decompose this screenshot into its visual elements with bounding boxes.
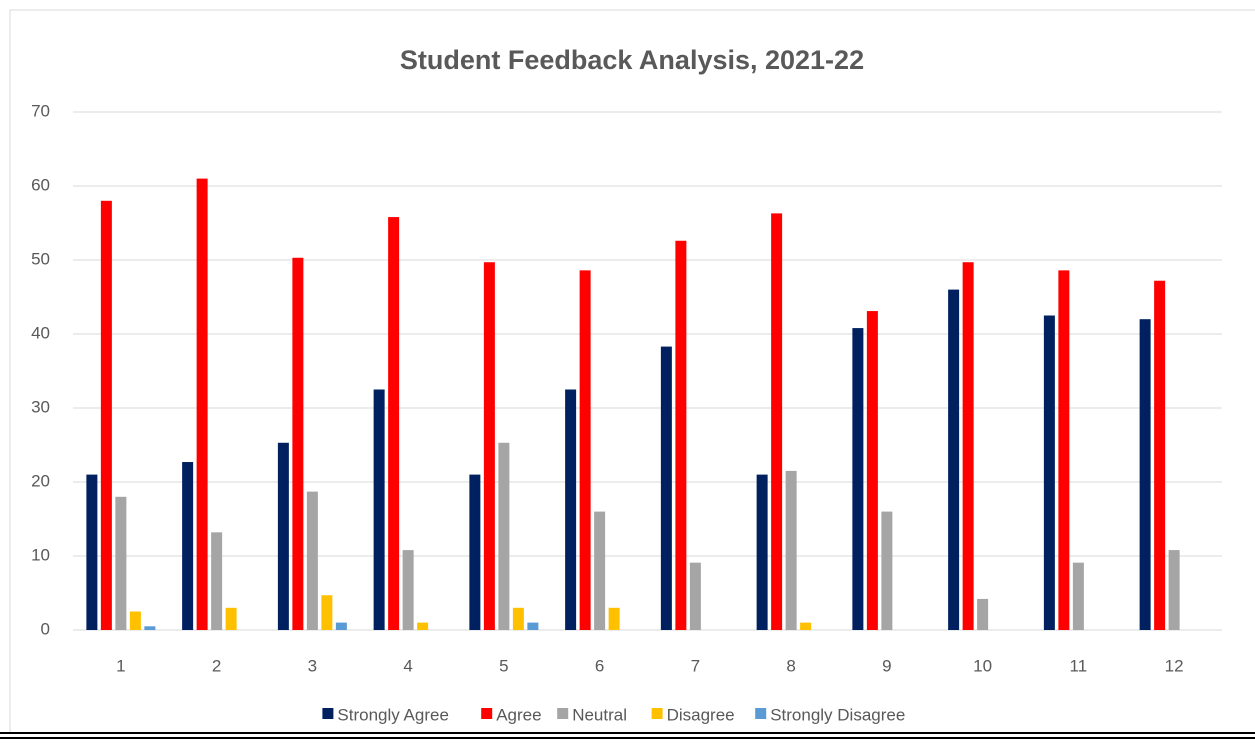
legend-swatch <box>557 708 569 719</box>
bar <box>608 607 620 630</box>
bar <box>196 178 208 630</box>
bar <box>785 470 797 630</box>
legend-label: Strongly Agree <box>337 705 449 724</box>
bar <box>1168 550 1180 630</box>
y-tick-label: 70 <box>31 101 50 120</box>
bar <box>594 511 606 630</box>
bar <box>115 496 127 630</box>
bar <box>388 217 400 630</box>
legend-label: Strongly Disagree <box>770 705 905 724</box>
bar <box>660 346 672 630</box>
y-tick-label: 40 <box>31 323 50 342</box>
y-tick-label: 0 <box>41 619 50 638</box>
y-tick-label: 20 <box>31 471 50 490</box>
legend-label: Neutral <box>572 705 627 724</box>
bar <box>579 270 591 630</box>
chart-title: Student Feedback Analysis, 2021-22 <box>400 45 864 75</box>
bar <box>144 626 156 630</box>
x-tick-label: 11 <box>1070 656 1088 675</box>
bar <box>675 240 687 630</box>
x-tick-label: 4 <box>403 656 412 675</box>
y-tick-label: 60 <box>31 175 50 194</box>
bar <box>417 622 429 630</box>
y-tick-label: 30 <box>31 397 50 416</box>
bar <box>771 213 783 630</box>
bar <box>881 511 893 630</box>
legend-swatch <box>481 708 493 719</box>
bar <box>211 532 223 630</box>
bar <box>182 462 194 630</box>
bar <box>321 595 333 630</box>
x-tick-label: 1 <box>116 656 125 675</box>
x-tick-label: 3 <box>308 656 317 675</box>
bar <box>800 622 812 630</box>
bar <box>100 200 112 631</box>
x-tick-label: 8 <box>786 656 795 675</box>
bar <box>1043 315 1055 630</box>
bar <box>225 607 237 630</box>
x-tick-label: 9 <box>882 656 891 675</box>
y-tick-label: 50 <box>31 249 50 268</box>
x-tick-label: 10 <box>973 656 992 675</box>
bar <box>1058 270 1070 630</box>
bar <box>977 598 989 630</box>
bar <box>527 622 539 630</box>
bar <box>565 389 577 630</box>
bar <box>483 262 495 630</box>
bar <box>1154 280 1166 630</box>
bar <box>962 262 974 630</box>
x-tick-label: 12 <box>1165 656 1184 675</box>
legend-swatch <box>755 708 767 719</box>
bar <box>469 474 481 630</box>
x-tick-label: 5 <box>499 656 508 675</box>
bar <box>852 328 864 630</box>
x-tick-label: 6 <box>595 656 604 675</box>
bar <box>1139 319 1151 630</box>
bar <box>373 389 385 630</box>
bar <box>866 311 878 630</box>
legend-label: Disagree <box>667 705 735 724</box>
bar <box>689 562 701 630</box>
bar <box>756 474 768 630</box>
x-tick-label: 7 <box>691 656 700 675</box>
legend-swatch <box>651 708 663 719</box>
legend-swatch <box>322 708 334 719</box>
bar <box>292 257 304 630</box>
bar <box>512 607 524 630</box>
bar <box>948 289 960 630</box>
bar <box>402 550 414 630</box>
x-tick-label: 2 <box>212 656 221 675</box>
bar <box>306 491 318 630</box>
bar <box>86 474 98 630</box>
bar <box>335 622 347 630</box>
bar <box>498 442 510 630</box>
legend-label: Agree <box>496 705 541 724</box>
bar <box>277 442 289 630</box>
bar <box>129 611 141 630</box>
bar <box>1072 562 1084 630</box>
y-tick-label: 10 <box>31 545 50 564</box>
